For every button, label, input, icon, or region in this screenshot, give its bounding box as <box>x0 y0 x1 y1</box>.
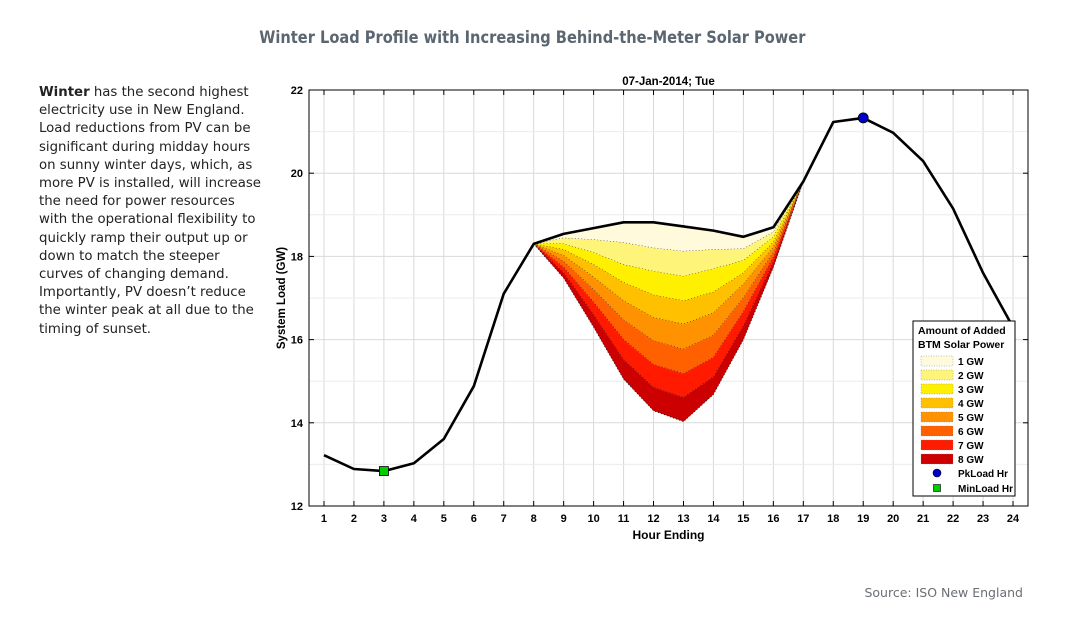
solar-band-edge <box>533 181 804 423</box>
solar-band-4gw <box>533 181 804 325</box>
legend-label: 7 GW <box>958 441 984 452</box>
x-tick-label: 23 <box>977 513 989 525</box>
solar-band-5gw <box>533 181 804 350</box>
load-line <box>323 116 1015 473</box>
solar-band-1gw <box>533 181 804 252</box>
x-tick-label: 13 <box>677 513 689 525</box>
description-text: Winter has the second highest electricit… <box>39 84 261 339</box>
page-title: Winter Load Profile with Increasing Behi… <box>259 28 806 48</box>
legend-box <box>912 320 1016 497</box>
legend-label: 5 GW <box>958 413 984 424</box>
x-tick-label: 3 <box>381 513 387 525</box>
x-tick-label: 5 <box>441 513 447 525</box>
y-tick-label: 22 <box>291 85 303 97</box>
x-tick-label: 10 <box>587 513 599 525</box>
source-note: Source: ISO New England <box>864 585 1023 600</box>
x-tick-label: 11 <box>618 513 630 525</box>
y-tick-label: 20 <box>291 168 303 180</box>
legend-swatch-7gw <box>920 439 954 451</box>
y-tick-label: 12 <box>291 501 303 513</box>
plot-frame <box>308 89 1029 507</box>
legend-label: MinLoad Hr <box>958 484 1013 495</box>
x-tick-label: 1 <box>321 513 327 525</box>
legend-swatch-1gw <box>920 355 954 367</box>
x-tick-label: 18 <box>827 513 839 525</box>
x-tick-label: 7 <box>501 513 507 525</box>
legend-swatch-6gw <box>920 425 954 437</box>
peak-load-marker <box>857 112 869 124</box>
x-tick-label: 12 <box>647 513 659 525</box>
description-bold: Winter <box>39 85 90 100</box>
legend-peak-marker <box>932 468 942 478</box>
x-tick-label: 6 <box>471 513 477 525</box>
legend-title: BTM Solar Power <box>918 339 1004 351</box>
x-tick-label: 15 <box>737 513 749 525</box>
x-tick-label: 17 <box>797 513 809 525</box>
legend-label: 3 GW <box>958 385 984 396</box>
legend-swatch-4gw <box>920 397 954 409</box>
legend-label: 4 GW <box>958 399 984 410</box>
legend-label: PkLoad Hr <box>958 469 1008 480</box>
solar-band-2gw <box>533 181 804 277</box>
y-tick-label: 16 <box>291 335 303 347</box>
x-tick-label: 9 <box>561 513 567 525</box>
x-tick-label: 22 <box>947 513 959 525</box>
legend-label: 1 GW <box>958 357 984 368</box>
load-profile-chart: 1 2 3 4 5 6 7 8 9 10 11 12 13 14 15 16 17 18 19 20 21 22 23 241… <box>276 76 1029 542</box>
y-tick-label: 18 <box>291 251 303 263</box>
y-tick-label: 14 <box>291 418 304 430</box>
x-tick-label: 19 <box>857 513 869 525</box>
chart-title: 07-Jan-2014; Tue <box>622 76 714 88</box>
legend-swatch-2gw <box>920 369 954 381</box>
y-axis-label: System Load (GW) <box>276 247 288 349</box>
x-tick-label: 20 <box>887 513 899 525</box>
x-tick-label: 8 <box>531 513 537 525</box>
legend-label: 2 GW <box>958 371 984 382</box>
legend-label: 6 GW <box>958 427 984 438</box>
legend-swatch-5gw <box>920 411 954 423</box>
x-tick-label: 24 <box>1007 513 1020 525</box>
x-axis-label: Hour Ending <box>633 528 705 542</box>
solar-band-edge <box>533 181 804 302</box>
x-tick-label: 2 <box>351 513 357 525</box>
legend-title: Amount of Added <box>918 325 1006 337</box>
solar-band-3gw <box>533 181 804 301</box>
legend-min-marker <box>933 484 941 492</box>
legend-swatch-3gw <box>920 383 954 395</box>
x-tick-label: 14 <box>707 513 720 525</box>
min-load-marker <box>378 466 389 476</box>
description-body: has the second highest electricity use i… <box>39 85 261 337</box>
x-tick-label: 4 <box>411 513 418 525</box>
x-tick-label: 16 <box>767 513 779 525</box>
legend-label: 8 GW <box>958 455 984 466</box>
x-tick-label: 21 <box>917 513 929 525</box>
legend-swatch-8gw <box>920 453 954 465</box>
